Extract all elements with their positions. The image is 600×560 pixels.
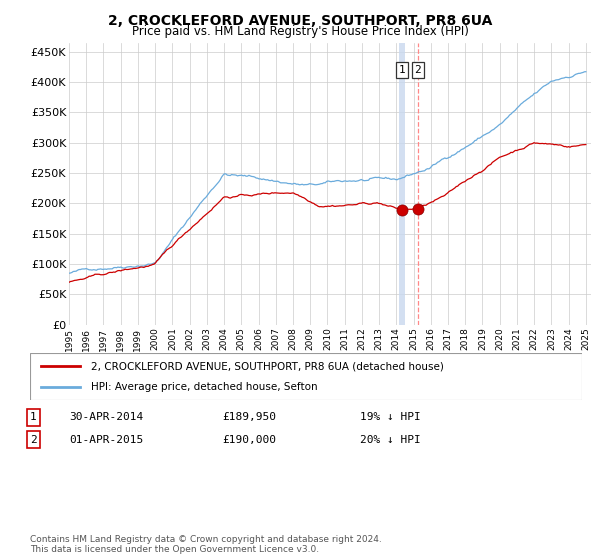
Text: 01-APR-2015: 01-APR-2015 bbox=[69, 435, 143, 445]
Text: 2: 2 bbox=[30, 435, 37, 445]
Text: 19% ↓ HPI: 19% ↓ HPI bbox=[360, 412, 421, 422]
Text: Price paid vs. HM Land Registry's House Price Index (HPI): Price paid vs. HM Land Registry's House … bbox=[131, 25, 469, 38]
Text: £189,950: £189,950 bbox=[222, 412, 276, 422]
Bar bbox=[400, 43, 404, 325]
Text: 1: 1 bbox=[398, 65, 406, 75]
Text: 2, CROCKLEFORD AVENUE, SOUTHPORT, PR8 6UA: 2, CROCKLEFORD AVENUE, SOUTHPORT, PR8 6U… bbox=[108, 14, 492, 28]
Text: £190,000: £190,000 bbox=[222, 435, 276, 445]
Text: 2, CROCKLEFORD AVENUE, SOUTHPORT, PR8 6UA (detached house): 2, CROCKLEFORD AVENUE, SOUTHPORT, PR8 6U… bbox=[91, 361, 443, 371]
Text: 1: 1 bbox=[30, 412, 37, 422]
Text: 30-APR-2014: 30-APR-2014 bbox=[69, 412, 143, 422]
Text: 20% ↓ HPI: 20% ↓ HPI bbox=[360, 435, 421, 445]
Text: HPI: Average price, detached house, Sefton: HPI: Average price, detached house, Seft… bbox=[91, 382, 317, 392]
Text: Contains HM Land Registry data © Crown copyright and database right 2024.
This d: Contains HM Land Registry data © Crown c… bbox=[30, 535, 382, 554]
Text: 2: 2 bbox=[415, 65, 421, 75]
